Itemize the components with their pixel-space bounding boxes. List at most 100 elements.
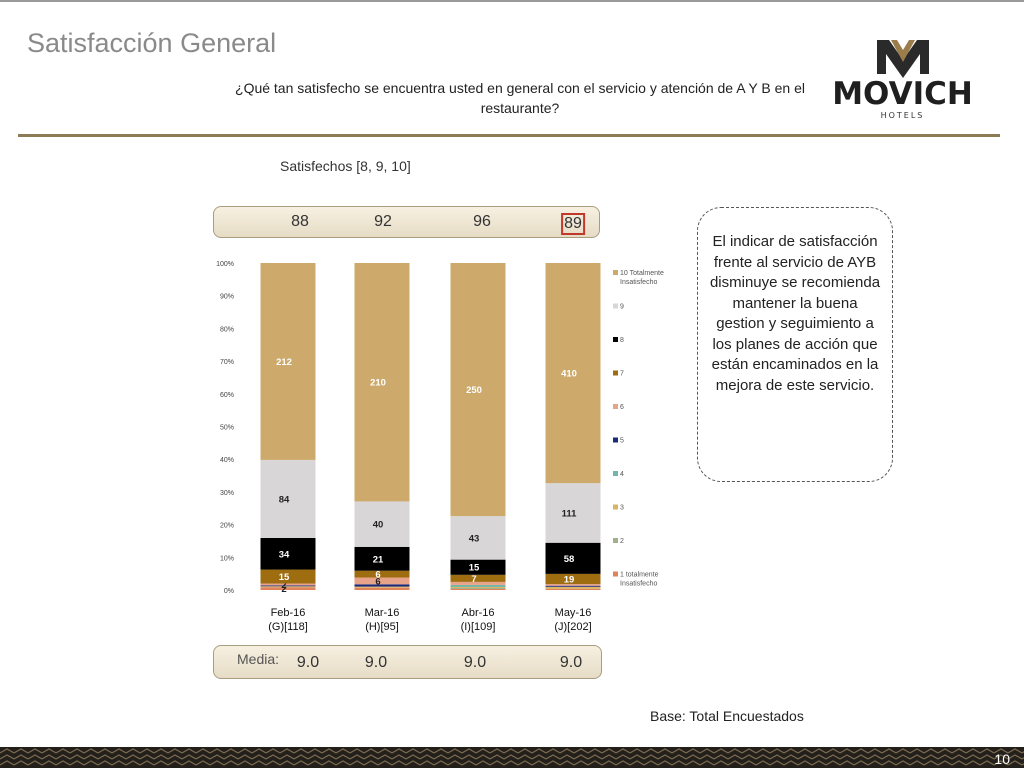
- bar-segment: [354, 586, 410, 588]
- x-tick-label: Abr-16: [461, 607, 494, 619]
- survey-question: ¿Qué tan satisfecho se encuentra usted e…: [235, 80, 805, 116]
- bar-segment: [260, 585, 316, 587]
- y-tick-label: 0%: [224, 588, 234, 595]
- y-tick-label: 40%: [220, 457, 234, 464]
- legend-swatch: [613, 270, 618, 275]
- bar-segment: [545, 588, 601, 590]
- bar-segment: [260, 537, 316, 570]
- legend-swatch: [613, 571, 618, 577]
- y-tick-label: 10%: [220, 555, 234, 562]
- bar-segment: [450, 263, 506, 517]
- page-number: 10: [994, 751, 1010, 767]
- media-value-feb: 9.0: [296, 654, 320, 671]
- data-label: 15: [469, 563, 480, 574]
- data-label: 6: [375, 570, 380, 581]
- x-tick-sublabel: (H)[95]: [365, 621, 399, 633]
- data-label: 19: [564, 574, 575, 585]
- bar-segment: [354, 501, 410, 547]
- bar-segment: [354, 263, 410, 502]
- data-label: 58: [564, 554, 575, 565]
- bar-segment: [450, 588, 506, 590]
- data-label: 7: [471, 574, 476, 585]
- media-value-mar: 9.0: [364, 654, 388, 671]
- bar-segment: [545, 586, 601, 589]
- bar-segment: [545, 573, 601, 585]
- bar-segment: [545, 263, 601, 484]
- chart-subtitle: Satisfechos [8, 9, 10]: [280, 158, 411, 174]
- legend-swatch: [613, 471, 618, 476]
- legend-swatch: [613, 504, 618, 510]
- legend-swatch: [613, 404, 618, 409]
- logo-subtext: HOTELS: [881, 111, 925, 120]
- media-summary-band: Media: 9.0 9.0 9.0 9.0: [213, 645, 602, 679]
- data-label: 2: [281, 584, 286, 595]
- x-tick-sublabel: (G)[118]: [268, 621, 308, 633]
- legend-label: 5: [620, 438, 624, 445]
- legend-swatch: [613, 337, 618, 342]
- data-label: 111: [562, 508, 578, 519]
- data-label: 34: [279, 549, 290, 560]
- y-tick-label: 50%: [220, 425, 234, 432]
- data-label: 6: [375, 576, 380, 587]
- y-tick-label: 20%: [220, 523, 234, 530]
- y-tick-label: 90%: [220, 294, 234, 301]
- bar-segment: [450, 584, 506, 587]
- y-tick-label: 60%: [220, 392, 234, 399]
- x-tick-label: Feb-16: [271, 607, 306, 619]
- top-border: [0, 0, 1024, 2]
- legend-label: 10 Totalmente: [620, 270, 664, 277]
- movich-logo: MOVICH HOTELS: [832, 40, 973, 120]
- bar-segment: [260, 587, 316, 590]
- data-label: 43: [469, 533, 480, 544]
- base-note: Base: Total Encuestados: [650, 708, 804, 724]
- legend-label: 2: [620, 538, 624, 545]
- movich-logo-mark: [877, 40, 929, 78]
- y-tick-label: 80%: [220, 326, 234, 333]
- legend-label-cont: Insatisfecho: [620, 581, 657, 588]
- satisfied-value-mar: 92: [374, 213, 392, 230]
- x-tick-label: Mar-16: [365, 607, 400, 619]
- satisfied-value-may: 89: [561, 213, 585, 235]
- legend-label-cont: Insatisfecho: [620, 279, 657, 286]
- data-label: 250: [466, 385, 482, 396]
- y-tick-label: 30%: [220, 490, 234, 497]
- bar-segment: [354, 587, 410, 590]
- bar-segment: [450, 581, 506, 585]
- satisfied-value-feb: 88: [291, 213, 309, 230]
- data-label: 21: [373, 554, 384, 565]
- data-label: 40: [373, 520, 384, 531]
- data-label: 15: [279, 572, 290, 583]
- legend-swatch: [613, 437, 618, 443]
- media-value-may: 9.0: [559, 654, 583, 671]
- x-tick-label: May-16: [555, 607, 592, 619]
- bar-segment: [545, 483, 601, 543]
- media-label: Media:: [237, 651, 280, 667]
- legend-swatch: [613, 370, 618, 376]
- y-tick-label: 100%: [216, 261, 234, 268]
- bar-segment: [545, 585, 601, 587]
- legend-swatch: [613, 538, 618, 543]
- legend-label: 3: [620, 505, 624, 512]
- legend-label: 7: [620, 371, 624, 378]
- data-label: 212: [276, 357, 292, 368]
- legend-swatch: [613, 303, 618, 309]
- legend-label: 9: [620, 304, 624, 311]
- bar-segment: [260, 459, 316, 538]
- bar-segment: [450, 574, 506, 582]
- bar-segment: [450, 586, 506, 588]
- bar-segment: [545, 584, 601, 586]
- x-tick-sublabel: (J)[202]: [554, 621, 591, 633]
- legend-label: 1 totalmente: [620, 572, 659, 579]
- data-label: 2: [281, 580, 286, 591]
- footer-pattern: [0, 747, 1024, 768]
- bar-segment: [260, 569, 316, 584]
- satisfaction-stacked-chart: 0%10%20%30%40%50%60%70%80%90%100%2215348…: [216, 261, 664, 633]
- legend-label: 6: [620, 404, 624, 411]
- bar-segment: [545, 542, 601, 574]
- media-value-abr: 9.0: [463, 654, 487, 671]
- bar-segment: [354, 584, 410, 587]
- bar-segment: [450, 587, 506, 589]
- y-tick-label: 70%: [220, 359, 234, 366]
- insight-callout: El indicar de satisfacción frente al ser…: [697, 207, 893, 482]
- data-label: 410: [561, 369, 577, 380]
